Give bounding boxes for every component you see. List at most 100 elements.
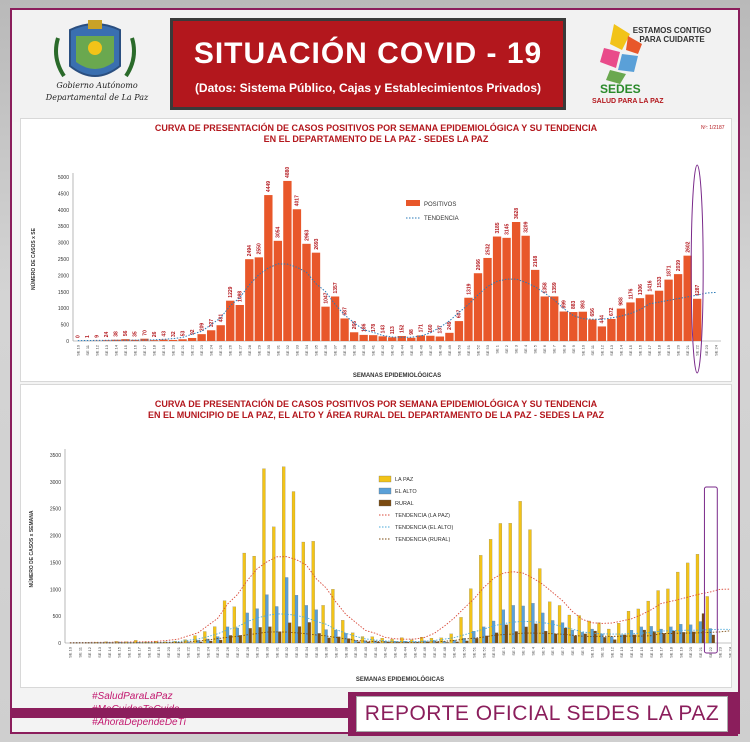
chart2-x-tick-label: SE 10 <box>67 646 72 658</box>
chart1-data-label: 3185 <box>495 222 501 233</box>
chart2-bar-rural <box>711 634 715 644</box>
chart2-x-tick-label: SE 53 <box>491 646 496 658</box>
chart2-bar-la-paz <box>597 622 601 644</box>
chart2-y-tick-label: 0 <box>58 641 61 647</box>
chart1-bar-positivos <box>340 318 349 341</box>
chart1-y-tick-label: 0 <box>66 339 69 345</box>
chart1-bar-positivos <box>216 325 225 341</box>
chart2-x-tick-label: SE 8 <box>570 646 575 655</box>
chart2-x-tick-label: SE 41 <box>373 646 378 658</box>
chart2-y-tick-label: 2500 <box>50 507 61 513</box>
chart2-bar-la-paz <box>331 589 335 644</box>
chart2-x-tick-label: SE 9 <box>580 646 585 655</box>
chart2-x-tick-label: SE 14 <box>107 646 112 658</box>
chart1-x-tick-label: SE 43 <box>390 344 395 356</box>
chart2-bar-la-paz <box>705 596 709 644</box>
chart1-bar-positivos <box>569 312 578 341</box>
chart-panel-municipalities: CURVA DE PRESENTACIÓN DE CASOS POSITIVOS… <box>20 384 732 688</box>
chart2-bar-la-paz <box>469 588 473 644</box>
chart1-data-label: 186 <box>361 323 367 332</box>
chart1-bar-positivos <box>502 237 511 341</box>
chart1-data-label: 9 <box>95 335 101 338</box>
chart1-data-label: 160 <box>428 324 434 333</box>
chart2-x-tick-label: SE 38 <box>343 646 348 658</box>
chart2-x-tick-label: SE 4 <box>531 646 536 655</box>
chart2-bar-rural <box>494 632 499 644</box>
chart2-bar-rural <box>593 630 597 644</box>
chart2-bar-la-paz <box>262 468 266 644</box>
chart2-x-tick-label: SE 46 <box>422 646 427 658</box>
chart1-bar-positivos <box>397 336 406 341</box>
chart2-x-tick-label: SE 52 <box>481 646 486 658</box>
chart2-bar-la-paz <box>617 623 621 644</box>
chart1-bar-positivos <box>531 269 540 341</box>
chart2-bar-el-alto <box>629 630 634 644</box>
chart1-bar-positivos <box>235 304 244 341</box>
chart2-bar-la-paz <box>567 614 571 644</box>
chart2-bar-el-alto <box>491 620 496 644</box>
chart2-bar-rural <box>228 635 233 644</box>
chart2-x-tick-label: SE 2 <box>511 646 516 655</box>
chart1-x-tick-label: SE 48 <box>437 344 442 356</box>
chart2-x-tick-label: SE 27 <box>235 646 240 658</box>
chart2-x-tick-label: SE 1 <box>501 646 506 655</box>
chart2-x-tick-label: SE 25 <box>215 646 220 658</box>
chart1-x-tick-label: SE 51 <box>466 344 471 356</box>
chart1-x-tick-label: SE 19 <box>161 344 166 356</box>
chart1-x-tick-label: SE 13 <box>104 344 109 356</box>
chart2-x-tick-label: SE 21 <box>698 646 703 658</box>
chart2-highlight-box <box>703 486 718 654</box>
chart1-bar-positivos <box>559 311 568 341</box>
chart2-bar-el-alto <box>472 631 476 644</box>
hashtag-3[interactable]: #AhoraDependeDeTi <box>92 717 186 728</box>
chart2-bar-rural <box>485 635 489 644</box>
chart1-x-tick-label: SE 20 <box>171 344 176 356</box>
sedes-name: SEDES <box>600 82 641 96</box>
chart1-data-label: 38 <box>114 331 120 337</box>
chart1-bar-positivos <box>588 319 597 341</box>
chart1-title-line2: EN EL DEPARTAMENTO DE LA PAZ - SEDES LA … <box>263 134 489 144</box>
chart1-legend-label-trend: TENDENCIA <box>424 216 459 222</box>
chart1-legend-swatch-positivos <box>406 200 420 206</box>
chart1-y-tick-label: 3500 <box>58 224 69 230</box>
chart2-y-tick-label: 500 <box>53 614 62 620</box>
chart1-bar-positivos <box>149 340 159 341</box>
chart1-bar-positivos <box>388 337 397 341</box>
chart1-x-tick-label: SE 44 <box>399 344 404 356</box>
chart2-bar-la-paz <box>459 617 463 644</box>
hashtag-1[interactable]: #SaludParaLaPaz <box>92 691 173 702</box>
chart2-legend-label: TENDENCIA (RURAL) <box>395 537 450 543</box>
chart1-data-label: 3209 <box>523 221 529 232</box>
chart2-x-tick-label: SE 21 <box>176 646 181 658</box>
chart1-bar-positivos <box>626 302 635 341</box>
chart1-data-label: 209 <box>199 323 205 332</box>
chart2-bar-rural <box>692 631 696 644</box>
chart1-x-tick-label: SE 21 <box>685 344 690 356</box>
chart1-data-label: 4017 <box>295 195 301 206</box>
chart2-bar-el-alto <box>294 595 299 644</box>
chart2-x-tick-label: SE 15 <box>639 646 644 658</box>
chart1-highlight-ellipse <box>690 164 704 374</box>
chart2-x-tick-label: SE 49 <box>452 646 457 658</box>
chart2-bar-la-paz <box>232 606 236 644</box>
chart1-x-tick-label: SE 18 <box>657 344 662 356</box>
chart1-x-tick-label: SE 17 <box>647 344 652 356</box>
chart2-bar-el-alto <box>551 620 555 644</box>
chart1-bar-positivos <box>445 332 454 341</box>
chart2-bar-la-paz <box>282 466 286 644</box>
chart1-x-tick-label: SE 23 <box>704 344 709 356</box>
chart2-bar-el-alto <box>531 603 535 644</box>
chart1-data-label: 2550 <box>257 243 263 254</box>
chart2-bar-la-paz <box>360 636 365 644</box>
chart1-data-label: 1358 <box>543 282 549 293</box>
chart1-bar-positivos <box>330 296 340 341</box>
chart1-data-label: 171 <box>419 324 425 333</box>
chart1-data-label: 2532 <box>485 244 491 255</box>
chart1-data-label: 3145 <box>504 224 510 235</box>
chart1-bar-positivos <box>111 339 121 341</box>
chart2-bar-rural <box>435 641 440 644</box>
chart2-bar-el-alto <box>521 605 525 644</box>
chart1-title-line1: CURVA DE PRESENTACIÓN DE CASOS POSITIVOS… <box>154 123 598 133</box>
chart2-bar-el-alto <box>560 622 565 644</box>
chart2-y-tick-label: 1000 <box>50 587 61 593</box>
